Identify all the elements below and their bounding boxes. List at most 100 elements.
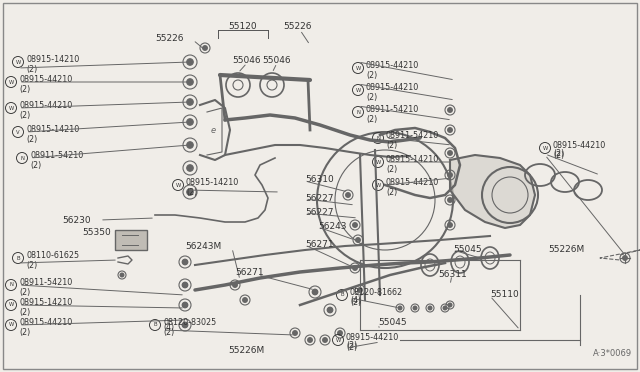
Text: 56243: 56243 — [318, 222, 346, 231]
Text: (2): (2) — [26, 135, 37, 144]
Text: (2): (2) — [186, 188, 197, 197]
Text: (2): (2) — [19, 308, 30, 317]
Text: (2): (2) — [26, 65, 37, 74]
Circle shape — [312, 289, 317, 295]
Circle shape — [233, 283, 237, 287]
Text: 08911-54210: 08911-54210 — [386, 131, 439, 140]
Text: 08915-14210: 08915-14210 — [186, 178, 239, 187]
Text: (2): (2) — [386, 188, 397, 197]
Text: 08911-54210: 08911-54210 — [366, 105, 419, 114]
Circle shape — [187, 189, 193, 195]
Text: 55226: 55226 — [283, 22, 312, 31]
Text: 55045: 55045 — [453, 245, 482, 254]
Circle shape — [428, 306, 432, 310]
Text: 55046: 55046 — [233, 56, 261, 65]
Circle shape — [187, 142, 193, 148]
Text: 08915-44210: 08915-44210 — [19, 318, 72, 327]
Text: 55226M: 55226M — [548, 245, 584, 254]
Text: B: B — [16, 256, 20, 260]
Circle shape — [182, 282, 188, 288]
Text: 56230: 56230 — [62, 216, 91, 225]
Text: V: V — [16, 129, 20, 135]
Circle shape — [346, 193, 350, 197]
Text: e: e — [211, 125, 216, 135]
Circle shape — [353, 223, 357, 227]
Text: 08915-14210: 08915-14210 — [26, 125, 79, 134]
Circle shape — [448, 173, 452, 177]
Text: (2): (2) — [553, 151, 564, 160]
Circle shape — [358, 288, 362, 292]
Text: 08915-44210: 08915-44210 — [19, 101, 72, 110]
Text: 08911-54210: 08911-54210 — [30, 151, 83, 160]
Text: 08915-44210: 08915-44210 — [553, 141, 606, 150]
Circle shape — [308, 338, 312, 342]
Text: 08915-44210: 08915-44210 — [346, 333, 399, 342]
Text: W: W — [8, 302, 13, 308]
Circle shape — [327, 307, 333, 313]
FancyBboxPatch shape — [3, 3, 637, 369]
Circle shape — [448, 151, 452, 155]
Text: (2): (2) — [19, 328, 30, 337]
Text: B: B — [340, 292, 344, 298]
Text: (2): (2) — [366, 71, 377, 80]
Text: 08911-54210: 08911-54210 — [19, 278, 72, 287]
Text: (2): (2) — [19, 288, 30, 297]
Text: N: N — [356, 109, 360, 115]
Text: 08110-61625: 08110-61625 — [26, 251, 79, 260]
Text: W: W — [355, 65, 360, 71]
Text: (2): (2) — [346, 341, 357, 350]
Circle shape — [413, 306, 417, 310]
Circle shape — [292, 331, 297, 335]
Text: (2): (2) — [386, 141, 397, 150]
Text: (2): (2) — [366, 115, 377, 124]
Text: W: W — [8, 80, 13, 84]
Text: B: B — [153, 323, 157, 327]
Text: (2): (2) — [26, 261, 37, 270]
FancyBboxPatch shape — [115, 230, 147, 250]
Circle shape — [338, 331, 342, 335]
Text: 08120-81662: 08120-81662 — [350, 288, 403, 297]
Text: 55226: 55226 — [155, 34, 184, 43]
Circle shape — [448, 223, 452, 227]
Text: N: N — [376, 135, 380, 141]
Circle shape — [187, 99, 193, 105]
Text: (2): (2) — [19, 85, 30, 94]
Text: (2): (2) — [366, 93, 377, 102]
Text: N: N — [9, 282, 13, 288]
Text: 08120-83025: 08120-83025 — [163, 318, 216, 327]
Text: (2): (2) — [553, 149, 564, 158]
Text: N: N — [20, 155, 24, 160]
Text: 56243M: 56243M — [185, 242, 221, 251]
Text: (2): (2) — [386, 165, 397, 174]
Text: 56271: 56271 — [235, 268, 264, 277]
Text: 55226M: 55226M — [228, 346, 264, 355]
Text: W: W — [8, 106, 13, 110]
Text: (2): (2) — [30, 161, 41, 170]
Text: 56271: 56271 — [305, 240, 333, 249]
Circle shape — [623, 256, 627, 260]
Text: (2): (2) — [19, 111, 30, 120]
Text: (4): (4) — [163, 323, 174, 332]
Text: W: W — [542, 145, 548, 151]
Circle shape — [182, 322, 188, 328]
Text: (4): (4) — [350, 296, 361, 305]
Circle shape — [448, 128, 452, 132]
Text: 55046: 55046 — [262, 56, 291, 65]
Text: 55110: 55110 — [490, 290, 519, 299]
Text: 08915-44210: 08915-44210 — [366, 61, 419, 70]
Circle shape — [182, 302, 188, 308]
Circle shape — [443, 306, 447, 310]
Polygon shape — [450, 155, 535, 228]
Text: (2): (2) — [346, 343, 357, 352]
Text: (2): (2) — [350, 298, 361, 307]
Text: 56310: 56310 — [305, 175, 333, 184]
Circle shape — [187, 59, 193, 65]
Circle shape — [182, 259, 188, 265]
Circle shape — [187, 119, 193, 125]
Text: 56311: 56311 — [438, 270, 467, 279]
Text: W: W — [15, 60, 20, 64]
Text: 56227: 56227 — [305, 194, 333, 203]
Circle shape — [448, 108, 452, 112]
Circle shape — [120, 273, 124, 277]
Text: W: W — [376, 160, 381, 164]
